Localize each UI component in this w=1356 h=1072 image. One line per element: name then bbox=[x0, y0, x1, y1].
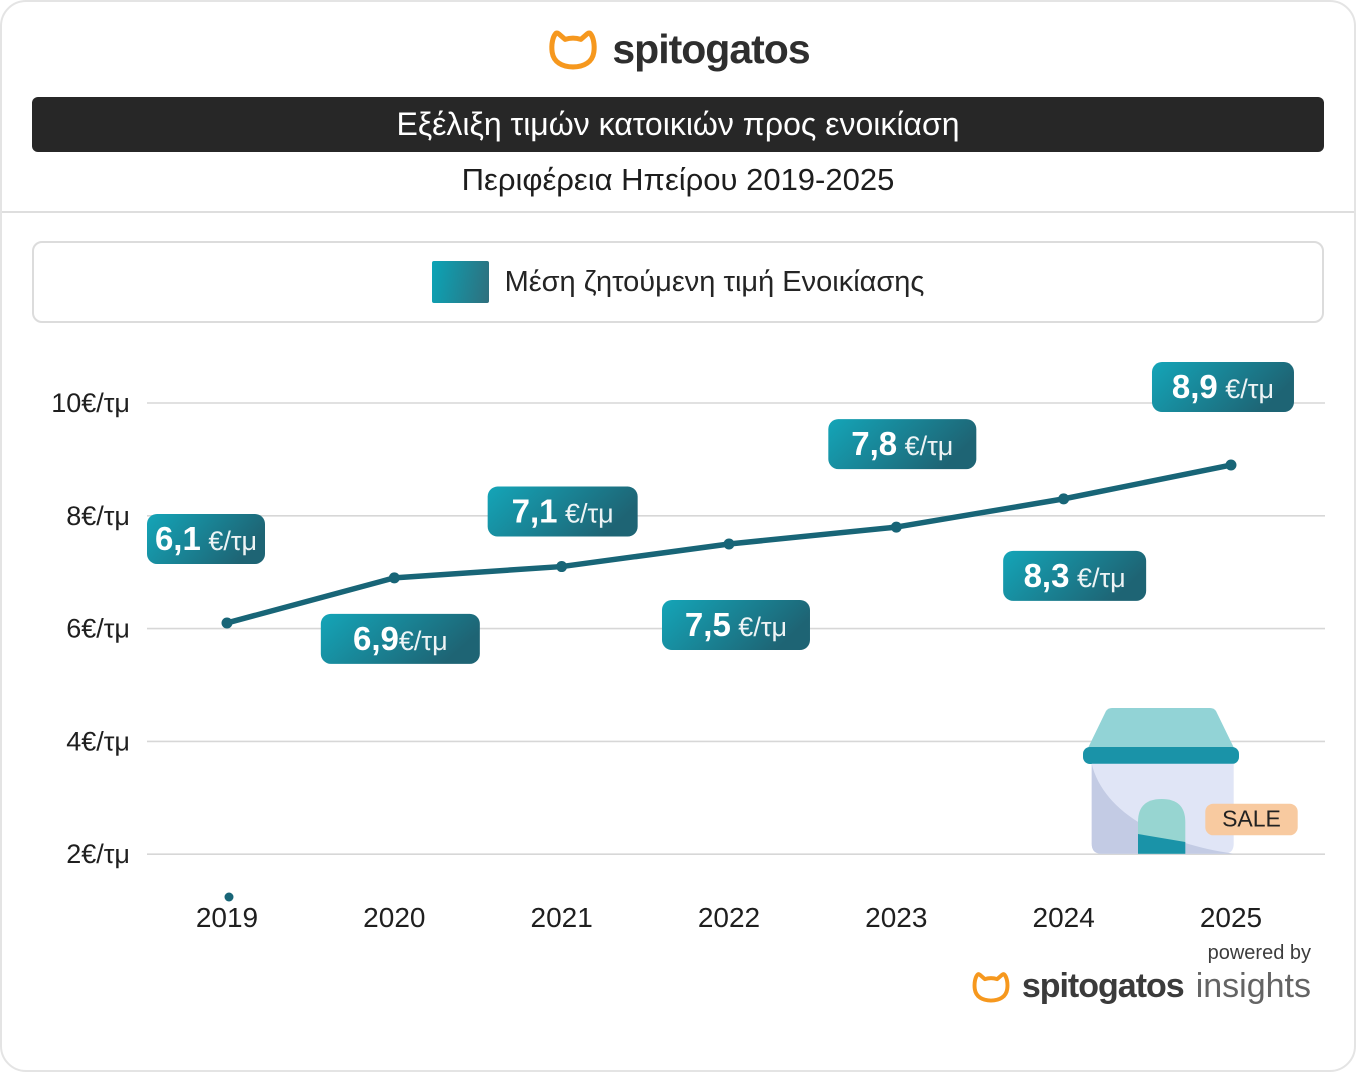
data-point bbox=[388, 572, 400, 584]
brand-name: spitogatos bbox=[1021, 967, 1185, 1005]
x-axis-tick-label: 2020 bbox=[363, 902, 425, 933]
cat-icon bbox=[549, 30, 598, 70]
house-door-shade bbox=[1138, 834, 1186, 854]
value-badge-label: 7,8 €/τμ bbox=[851, 425, 953, 462]
brand-name: spitogatos bbox=[612, 26, 810, 72]
y-axis-tick-label: 4€/τμ bbox=[66, 726, 130, 756]
chart-subtitle: Περιφέρεια Ηπείρου 2019-2025 bbox=[461, 162, 895, 197]
value-badge-label: 6,9€/τμ bbox=[353, 620, 448, 657]
x-axis-tick-label: 2021 bbox=[531, 902, 593, 933]
data-point bbox=[1225, 459, 1237, 471]
spitogatos-insights-logo: spitogatos insights bbox=[970, 967, 1311, 1006]
value-badge bbox=[320, 613, 480, 664]
y-axis-tick-label: 10€/τμ bbox=[51, 388, 130, 418]
value-badge-label: 7,5 €/τμ bbox=[685, 606, 787, 643]
y-axis-tick-label: 8€/τμ bbox=[66, 501, 130, 531]
brand-suffix: insights bbox=[1195, 967, 1311, 1005]
divider-line bbox=[2, 211, 1354, 213]
powered-by-text: powered by bbox=[1207, 942, 1311, 964]
value-badge-label: 8,3 €/τμ bbox=[1024, 557, 1126, 594]
spitogatos-logo: spitogatos bbox=[2, 26, 1354, 73]
data-point bbox=[890, 521, 902, 533]
x-axis-tick-label: 2024 bbox=[1033, 902, 1095, 933]
value-badge bbox=[661, 600, 810, 650]
legend-swatch bbox=[431, 261, 489, 303]
y-axis-tick-label: 6€/τμ bbox=[66, 614, 130, 644]
rent-price-line-chart: 10€/τμ 8€/τμ 6€/τμ 4€/τμ 2€/τμ 2019 2020 2021 20… bbox=[51, 362, 1325, 933]
y-axis-tick-label: 2€/τμ bbox=[66, 839, 130, 869]
value-badge-label: 8,9 €/τμ bbox=[1172, 368, 1274, 405]
chart-title: Εξέλιξη τιμών κατοικιών προς ενοικίαση bbox=[396, 106, 960, 142]
value-badge-label: 6,1 €/τμ bbox=[155, 520, 257, 557]
value-badge bbox=[1003, 550, 1147, 601]
house-roof bbox=[1088, 708, 1234, 748]
value-badge bbox=[147, 513, 265, 564]
x-axis-tick-label: 2019 bbox=[196, 902, 258, 933]
value-badge bbox=[1151, 362, 1294, 413]
data-point bbox=[723, 538, 735, 550]
x-axis-tick-label: 2023 bbox=[865, 902, 927, 933]
sale-badge-label: SALE bbox=[1222, 806, 1281, 832]
value-badge-label: 7,1 €/τμ bbox=[512, 493, 614, 530]
house-roof-band bbox=[1083, 747, 1239, 764]
value-badge bbox=[487, 486, 638, 537]
chart-title-banner: Εξέλιξη τιμών κατοικιών προς ενοικίαση bbox=[32, 97, 1324, 152]
x-axis-tick-label: 2022 bbox=[698, 902, 760, 933]
x-axis-tick-label: 2025 bbox=[1200, 902, 1262, 933]
stray-data-point bbox=[224, 892, 234, 902]
house-sale-icon: SALE bbox=[1083, 708, 1298, 854]
cat-icon bbox=[972, 971, 1010, 1003]
data-point bbox=[221, 617, 233, 629]
legend: Μέση ζητούμενη τιμή Ενοικίασης bbox=[32, 241, 1324, 323]
legend-label: Μέση ζητούμενη τιμή Ενοικίασης bbox=[504, 265, 925, 298]
sale-badge bbox=[1205, 803, 1298, 836]
data-point bbox=[556, 561, 568, 573]
value-badge bbox=[828, 419, 977, 470]
data-point bbox=[1058, 493, 1070, 505]
house-body-shade bbox=[1091, 763, 1234, 854]
